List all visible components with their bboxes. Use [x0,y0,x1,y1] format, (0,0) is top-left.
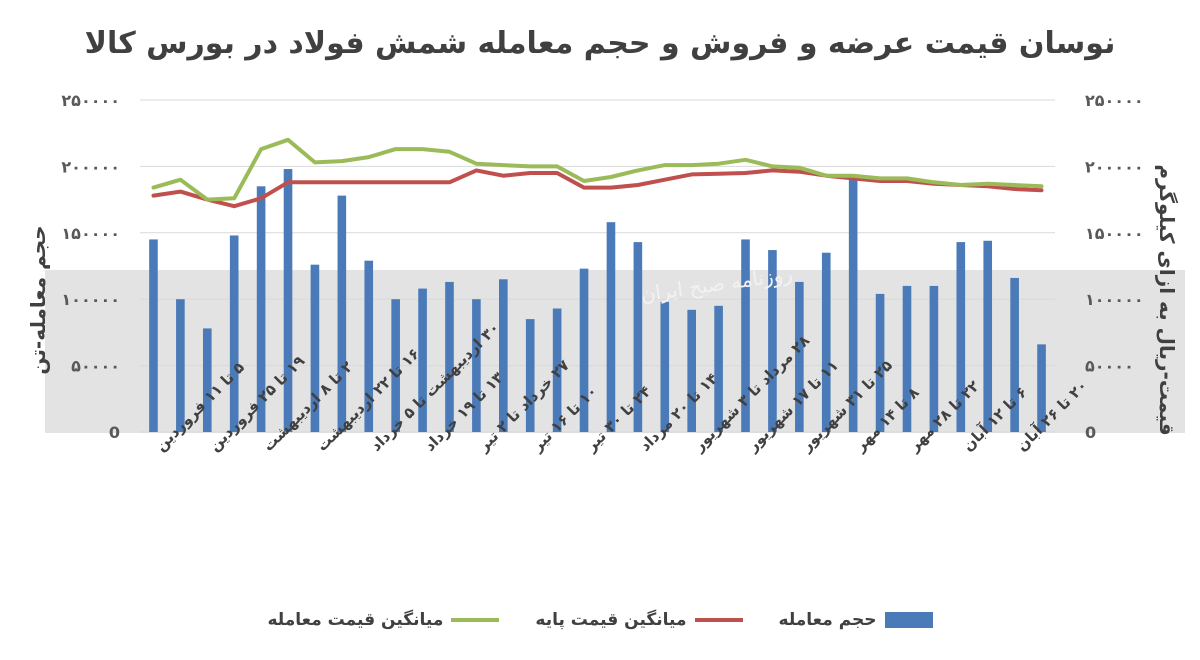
legend-item-base-price: میانگین قیمت پایه [535,610,743,630]
bar-volume [499,279,508,432]
bar-volume [929,285,939,432]
bar-volume [714,305,723,432]
legend-swatch-base-price [694,618,743,622]
bar-volume [256,186,266,432]
legend-label-base-price: میانگین قیمت پایه [535,610,687,630]
legend-swatch-volume [884,612,933,628]
bar-volume [149,239,158,432]
bar-volume [337,195,347,432]
y-tick-label-right: ۵۰۰۰۰ [1085,357,1134,376]
bar-volume [606,222,616,432]
y-tick-label-right: ۲۵۰۰۰۰ [1085,91,1144,110]
bar-volume [283,169,293,432]
bar-volume [391,299,400,432]
bar-volume [660,301,670,432]
y-tick-label-left: ۱۵۰۰۰۰ [61,224,120,243]
legend-item-volume: حجم معامله [779,610,933,630]
bar-volume [579,268,589,432]
bar-volume [1010,277,1019,432]
y-tick-label-right: ۱۵۰۰۰۰ [1085,224,1144,243]
bar-volume [848,175,858,433]
bar-volume [229,235,239,432]
bar-volume [902,285,912,432]
bar-volume [310,264,320,432]
bar-volume [795,281,804,432]
bar-volume [176,299,185,432]
y-tick-label-left: ۲۵۰۰۰۰ [61,91,120,110]
bar-volume [552,308,562,432]
chart-title: نوسان قیمت عرضه و فروش و حجم معامله شمش … [84,26,1116,61]
bar-volume [687,309,696,432]
bar-volume [633,242,643,432]
bar-volume [983,240,993,432]
legend-label-trade-price: میانگین قیمت معامله [267,610,444,630]
line-base-price [151,168,1044,209]
bar-volume [1037,344,1046,432]
bar-volume [202,328,212,432]
bar-volume [875,293,885,432]
bar-volume [445,281,454,432]
y-tick-label-left: ۵۰۰۰۰ [71,357,120,376]
y-tick-label-right: 0 [1085,423,1096,442]
bar-volume [821,252,831,432]
y-tick-label-left: 0 [109,423,120,442]
y-tick-label-left: ۱۰۰۰۰۰ [61,290,120,309]
bar-volume [741,239,750,432]
bar-volume [525,319,535,432]
bar-volume [956,242,966,432]
legend-label-volume: حجم معامله [778,610,877,630]
bar-volume [418,288,427,432]
y-tick-label-right: ۱۰۰۰۰۰ [1085,290,1144,309]
line-trade-price [151,137,1044,202]
bar-volume [768,250,777,432]
bar-volume [364,260,374,432]
legend-item-trade-price: میانگین قیمت معامله [267,610,500,630]
y-tick-label-right: ۲۰۰۰۰۰ [1085,157,1144,176]
y-axis-left-label: حجم معامله-تن [26,225,50,375]
bar-volume [472,299,481,432]
y-axis-right-label: قیمت-ریال به ازای کیلوگرم [1155,164,1179,436]
legend-swatch-trade-price [451,618,500,622]
legend: حجم معامله میانگین قیمت پایه میانگین قیم… [0,610,1200,630]
y-tick-label-left: ۲۰۰۰۰۰ [61,157,120,176]
